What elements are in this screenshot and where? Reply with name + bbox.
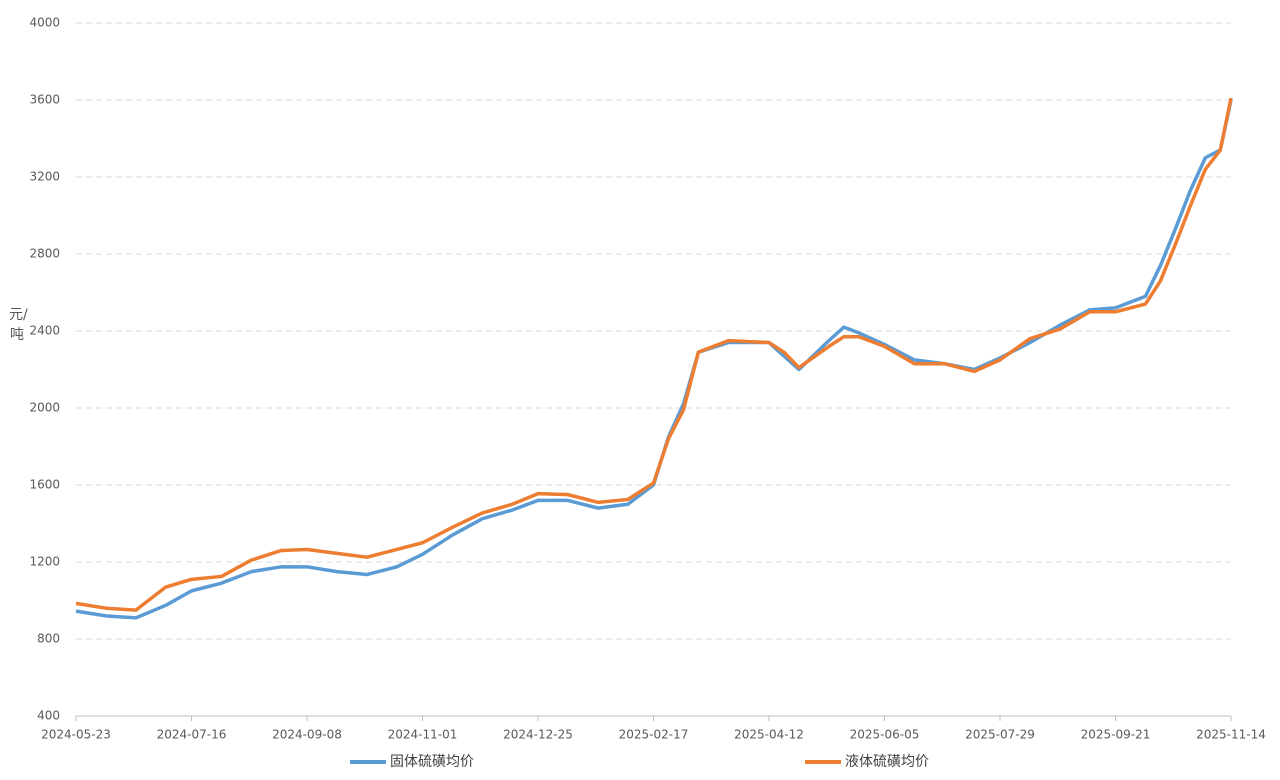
x-tick-label: 2025-09-21: [1081, 728, 1151, 742]
y-tick-label: 3600: [29, 93, 60, 107]
y-tick-label: 2800: [29, 247, 60, 261]
y-tick-label: 3200: [29, 170, 60, 184]
y-axis-label: 元/吨: [9, 307, 28, 343]
y-tick-label: 2400: [29, 324, 60, 338]
x-tick-label: 2025-06-05: [850, 728, 920, 742]
x-tick-label: 2024-05-23: [41, 728, 111, 742]
series-line: [75, 97, 1233, 612]
x-tick-label: 2024-12-25: [503, 728, 573, 742]
x-tick-label: 2024-11-01: [388, 728, 458, 742]
legend-label: 固体硫磺均价: [390, 754, 474, 770]
x-tick-label: 2024-07-16: [157, 728, 227, 742]
x-tick-label: 2024-09-08: [272, 728, 342, 742]
x-tick-label: 2025-02-17: [619, 728, 689, 742]
x-tick-label: 2025-07-29: [965, 728, 1035, 742]
y-tick-label: 1200: [29, 555, 60, 569]
series-line: [75, 99, 1233, 620]
legend: 固体硫磺均价 液体硫磺均价: [350, 754, 929, 770]
y-tick-label: 400: [37, 709, 60, 723]
x-tick-label: 2025-11-14: [1196, 728, 1266, 742]
x-tick-label: 2025-04-12: [734, 728, 804, 742]
y-tick-label: 4000: [29, 16, 60, 30]
legend-label: 液体硫磺均价: [845, 754, 929, 770]
y-tick-label: 800: [37, 632, 60, 646]
y-tick-label: 1600: [29, 478, 60, 492]
y-tick-label: 2000: [29, 401, 60, 415]
